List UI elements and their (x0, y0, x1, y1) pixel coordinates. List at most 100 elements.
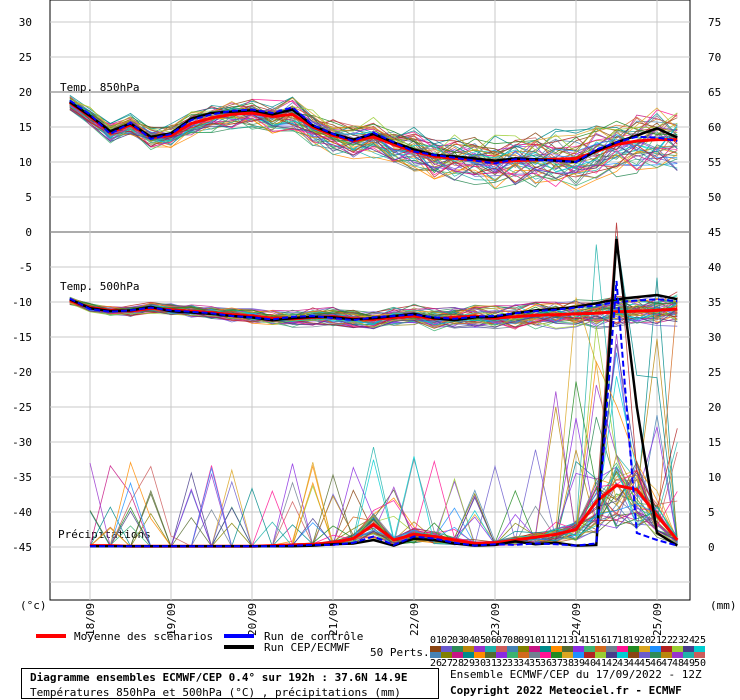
pert-number-bottom: 43 (617, 658, 629, 669)
info-subtitle: Températures 850hPa et 500hPa (°C) , pré… (30, 686, 401, 699)
pert-swatch-top (529, 646, 540, 652)
right-tick-label: 20 (708, 401, 721, 414)
right-tick-label: 30 (708, 331, 721, 344)
pert-number-top: 18 (617, 635, 629, 646)
pert-number-top: 15 (584, 635, 596, 646)
ensemble-member-850-47 (69, 107, 678, 183)
left-tick-label: 30 (19, 16, 32, 29)
pert-swatch-bottom (551, 652, 562, 658)
right-tick-label: 35 (708, 296, 721, 309)
right-tick-label: 15 (708, 436, 721, 449)
series-control-500 (69, 297, 678, 322)
pert-swatch-top (474, 646, 485, 652)
left-tick-label: -10 (12, 296, 32, 309)
pert-swatch-bottom (562, 652, 573, 658)
pert-number-top: 19 (628, 635, 640, 646)
pert-swatch-bottom (507, 652, 518, 658)
left-tick-label: -30 (12, 436, 32, 449)
pert-swatch-top (562, 646, 573, 652)
pert-number-top: 02 (441, 635, 453, 646)
pert-swatch-bottom (661, 652, 672, 658)
pert-swatch-top (573, 646, 584, 652)
pert-number-bottom: 42 (606, 658, 618, 669)
pert-swatch-bottom (496, 652, 507, 658)
pert-swatch-bottom (639, 652, 650, 658)
pert-swatch-bottom (694, 652, 705, 658)
pert-swatch-bottom (485, 652, 496, 658)
pert-swatch-top (694, 646, 705, 652)
pert-swatch-bottom (672, 652, 683, 658)
date-label: 23/09 (489, 603, 502, 636)
pert-number-bottom: 30 (474, 658, 486, 669)
pert-number-top: 20 (639, 635, 651, 646)
pert-number-top: 25 (694, 635, 706, 646)
panel-title-850: Temp. 850hPa (60, 81, 139, 94)
pert-number-bottom: 35 (529, 658, 541, 669)
left-tick-label: -20 (12, 366, 32, 379)
pert-swatch-bottom (441, 652, 452, 658)
pert-swatch-top (452, 646, 463, 652)
pert-swatch-top (661, 646, 672, 652)
copyright-label: Copyright 2022 Meteociel.fr - ECMWF (450, 684, 682, 697)
pert-number-bottom: 48 (672, 658, 684, 669)
ensemble-member-850-43 (69, 103, 678, 188)
pert-number-bottom: 27 (441, 658, 453, 669)
pert-number-bottom: 37 (551, 658, 563, 669)
pert-swatch-top (650, 646, 661, 652)
right-tick-label: 70 (708, 51, 721, 64)
pert-number-top: 09 (518, 635, 530, 646)
pert-swatch-top (507, 646, 518, 652)
pert-swatch-bottom (430, 652, 441, 658)
pert-number-top: 13 (562, 635, 574, 646)
left-unit-label: (°c) (20, 599, 47, 612)
pert-swatch-bottom (474, 652, 485, 658)
pert-number-top: 21 (650, 635, 662, 646)
right-tick-label: 45 (708, 226, 721, 239)
pert-number-top: 07 (496, 635, 508, 646)
pert-number-top: 08 (507, 635, 519, 646)
pert-swatch-top (540, 646, 551, 652)
pert-number-top: 06 (485, 635, 497, 646)
pert-number-bottom: 44 (628, 658, 640, 669)
pert-swatch-top (584, 646, 595, 652)
legend-control-label: Run de contrôle (264, 630, 364, 643)
pert-number-top: 11 (540, 635, 552, 646)
left-tick-label: 20 (19, 86, 32, 99)
right-unit-label: (mm) (710, 599, 737, 612)
run-label: Ensemble ECMWF/CEP du 17/09/2022 - 12Z (450, 668, 702, 681)
pert-swatch-bottom (650, 652, 661, 658)
info-box: Diagramme ensembles ECMWF/CEP 0.4° sur 1… (21, 668, 439, 699)
left-tick-label: -40 (12, 506, 32, 519)
series-oper-precip (90, 238, 678, 548)
pert-swatch-top (551, 646, 562, 652)
pert-swatch-bottom (617, 652, 628, 658)
pert-swatch-top (606, 646, 617, 652)
pert-number-bottom: 26 (430, 658, 442, 669)
info-title: Diagramme ensembles ECMWF/CEP 0.4° sur 1… (30, 671, 408, 684)
pert-swatch-bottom (463, 652, 474, 658)
pert-swatch-bottom (606, 652, 617, 658)
ensemble-member-500-46 (69, 298, 678, 324)
legend-perts-label: 50 Perts. (370, 646, 430, 659)
pert-swatch-top (672, 646, 683, 652)
pert-swatch-top (485, 646, 496, 652)
date-label: 25/09 (651, 603, 664, 636)
legend-mean-label: Moyenne des scénarios (74, 630, 214, 643)
right-tick-label: 10 (708, 471, 721, 484)
right-tick-label: 5 (708, 506, 715, 519)
pert-swatch-bottom (584, 652, 595, 658)
pert-swatch-bottom (518, 652, 529, 658)
left-tick-label: 25 (19, 51, 32, 64)
panel-title-500: Temp. 500hPa (60, 280, 139, 293)
pert-swatch-top (496, 646, 507, 652)
pert-swatch-top (463, 646, 474, 652)
ensemble-member-850-16 (69, 96, 678, 164)
date-label: 24/09 (570, 603, 583, 636)
right-tick-label: 55 (708, 156, 721, 169)
left-tick-label: -25 (12, 401, 32, 414)
ensemble-member-850-49 (69, 109, 678, 186)
ensemble-member-850-37 (69, 109, 678, 184)
pert-number-top: 03 (452, 635, 464, 646)
pert-number-top: 12 (551, 635, 563, 646)
